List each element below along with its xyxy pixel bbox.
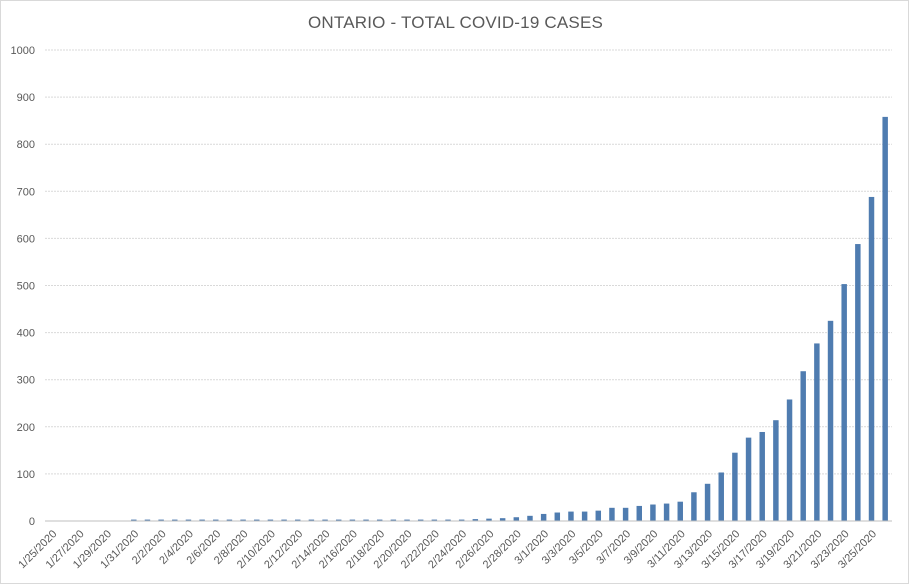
- bar: [431, 519, 438, 521]
- bar: [295, 519, 301, 521]
- bar: [240, 519, 246, 521]
- bar: [445, 519, 451, 521]
- bar: [650, 504, 656, 521]
- bar: [527, 515, 533, 521]
- bar: [458, 519, 465, 521]
- bars: [131, 116, 888, 521]
- bar: [213, 519, 219, 521]
- x-axis-ticks: 1/25/20201/27/20201/29/20201/31/20202/2/…: [16, 528, 879, 571]
- bar: [199, 519, 205, 521]
- y-axis-ticks: 0 100 200 300 400 500 600 700 800 900 1000: [11, 45, 35, 528]
- y-tick-label: 700: [17, 186, 35, 198]
- y-tick-label: 400: [17, 328, 35, 340]
- bar: [499, 518, 506, 521]
- y-tick-label: 800: [17, 139, 35, 151]
- bar: [554, 512, 561, 521]
- bar: [417, 519, 424, 521]
- bar: [390, 519, 397, 521]
- bar: [158, 519, 164, 521]
- bar: [472, 519, 479, 521]
- y-tick-label: 1000: [11, 45, 35, 57]
- bar: [745, 437, 752, 521]
- bar: [814, 343, 820, 521]
- y-tick-label: 100: [17, 469, 35, 481]
- bar: [636, 505, 642, 521]
- bar: [513, 517, 520, 521]
- bar: [595, 510, 602, 521]
- bar: [677, 501, 683, 521]
- chart-title: ONTARIO - TOTAL COVID-19 CASES: [307, 13, 604, 32]
- bar: [131, 519, 137, 521]
- bar: [718, 472, 724, 521]
- bar: [349, 519, 356, 521]
- bar: [855, 244, 861, 521]
- y-tick-label: 200: [17, 422, 35, 434]
- bar: [759, 431, 765, 521]
- bar: [185, 519, 192, 521]
- bar: [267, 519, 274, 521]
- bar: [704, 483, 711, 521]
- bar: [691, 492, 697, 521]
- bar: [800, 371, 806, 521]
- bar: [322, 519, 328, 521]
- bar: [868, 196, 875, 521]
- bar: [786, 399, 793, 521]
- bar: [254, 519, 260, 521]
- bar: [172, 519, 178, 521]
- bar: [144, 519, 151, 521]
- bar: [308, 519, 315, 521]
- bar: [335, 519, 342, 521]
- y-tick-label: 300: [17, 375, 35, 387]
- bar: [281, 519, 287, 521]
- y-tick-label: 600: [17, 233, 35, 245]
- bar: [773, 420, 779, 521]
- bar: [376, 519, 383, 521]
- bar: [486, 518, 492, 521]
- gridlines: [45, 49, 892, 475]
- bar: [622, 507, 629, 521]
- bar: [404, 519, 410, 521]
- bar: [363, 519, 369, 521]
- bar: [841, 284, 847, 521]
- bar: [732, 452, 738, 521]
- y-tick-label: 900: [17, 92, 35, 104]
- bar: [663, 503, 670, 521]
- bar: [609, 507, 615, 521]
- y-tick-label: 500: [17, 281, 35, 293]
- y-tick-label: 0: [29, 516, 35, 528]
- bar: [581, 511, 588, 521]
- bar: [827, 320, 834, 521]
- bar: [882, 116, 888, 521]
- bar: [568, 511, 574, 521]
- bar: [540, 513, 547, 521]
- bar: [226, 519, 233, 521]
